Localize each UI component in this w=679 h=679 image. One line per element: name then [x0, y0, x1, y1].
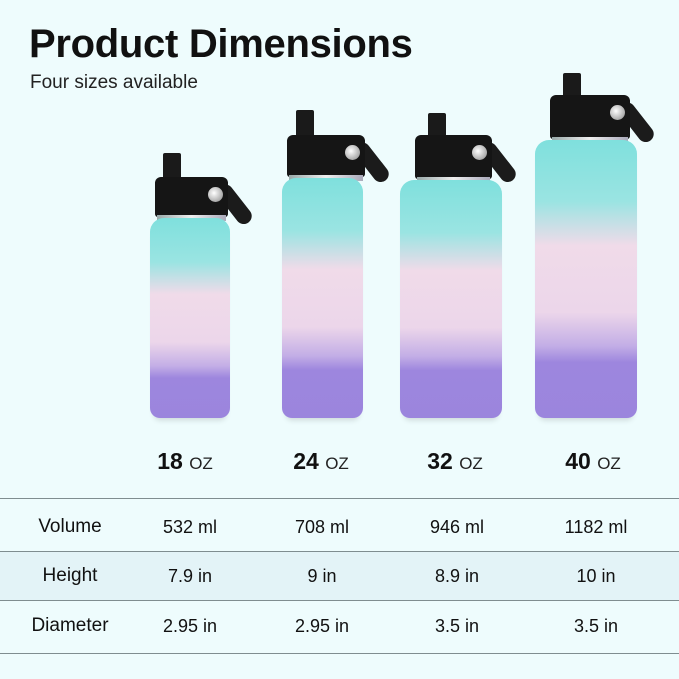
bottle-body: [282, 178, 363, 418]
straw: [563, 73, 581, 99]
page-subtitle: Four sizes available: [30, 72, 198, 93]
row-label-volume: Volume: [38, 516, 102, 537]
cap-knob: [345, 145, 360, 160]
size-label-40: 40 OZ: [565, 448, 621, 474]
size-label-32: 32 OZ: [427, 448, 483, 474]
cap-knob: [472, 145, 487, 160]
bottle-body: [150, 218, 230, 418]
table-cell: 10 in: [576, 566, 616, 586]
height-row-band: [0, 552, 679, 600]
table-cell: 8.9 in: [434, 566, 480, 586]
table-cell: 7.9 in: [167, 566, 213, 586]
table-cell: 2.95 in: [162, 616, 218, 636]
divider: [0, 653, 679, 654]
page-title: Product Dimensions: [29, 22, 413, 66]
row-label-diameter: Diameter: [31, 615, 109, 636]
straw: [428, 113, 446, 139]
table-cell: 708 ml: [294, 517, 350, 537]
divider: [0, 498, 679, 499]
table-cell: 9 in: [307, 566, 337, 586]
divider: [0, 600, 679, 601]
table-cell: 3.5 in: [573, 616, 619, 636]
row-label-height: Height: [42, 565, 98, 586]
table-cell: 1182 ml: [564, 517, 628, 537]
bottle-body: [400, 180, 502, 418]
straw: [296, 110, 314, 139]
table-cell: 946 ml: [429, 517, 485, 537]
table-cell: 3.5 in: [434, 616, 480, 636]
straw: [163, 153, 181, 181]
size-label-18: 18 OZ: [157, 448, 213, 474]
table-cell: 532 ml: [162, 517, 218, 537]
cap-knob: [208, 187, 223, 202]
size-label-24: 24 OZ: [293, 448, 349, 474]
divider: [0, 551, 679, 552]
cap-knob: [610, 105, 625, 120]
bottle-body: [535, 140, 637, 418]
table-cell: 2.95 in: [294, 616, 350, 636]
